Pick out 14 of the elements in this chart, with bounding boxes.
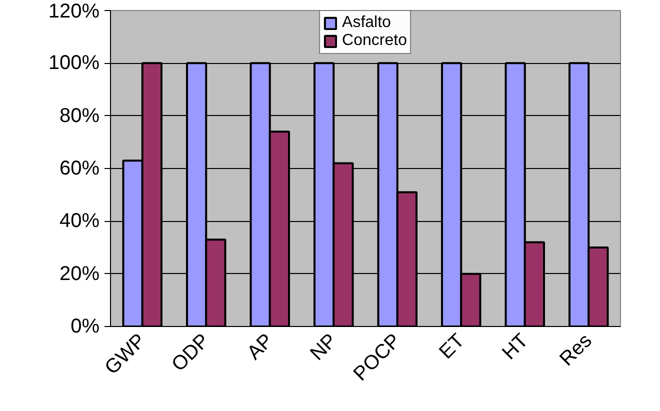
legend-label: Asfalto xyxy=(342,14,391,32)
x-tick-label: NP xyxy=(306,330,342,365)
y-tick-label: 80% xyxy=(59,104,100,127)
x-tick-label: AP xyxy=(243,330,278,364)
x-tick-label: ET xyxy=(435,330,469,364)
y-tick-label: 60% xyxy=(59,158,100,180)
y-tick-label: 0% xyxy=(70,316,100,338)
y-tick-label: 120% xyxy=(48,0,100,22)
y-tick-label: 40% xyxy=(59,210,100,232)
x-tick-label: Res xyxy=(556,330,596,370)
y-tick-label: 100% xyxy=(48,52,100,74)
y-tick-label: 20% xyxy=(59,262,100,285)
x-tick-label: HT xyxy=(498,330,533,364)
legend-label: Concreto xyxy=(342,32,407,50)
